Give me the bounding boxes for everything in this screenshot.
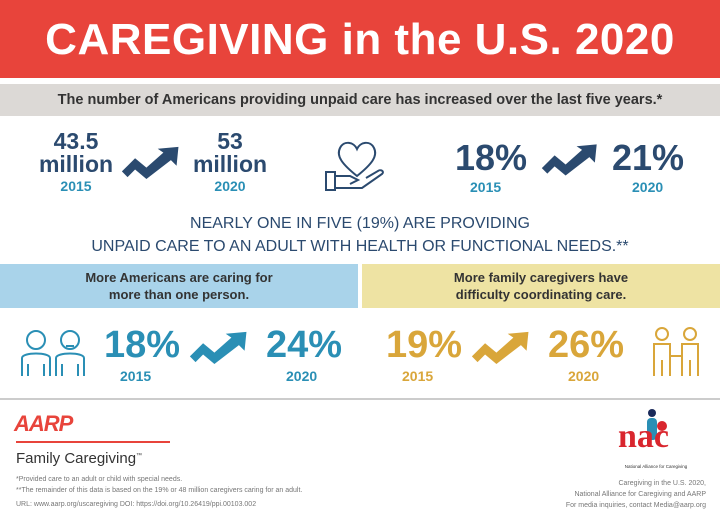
count-2015-value: 43.5 bbox=[53, 128, 99, 154]
right-to-value: 26% bbox=[548, 324, 625, 366]
nearly-line2: UNPAID CARE TO AN ADULT WITH HEALTH OR F… bbox=[91, 238, 629, 255]
right-heading-line1: More family caregivers have bbox=[453, 270, 629, 285]
count-2015: 43.5 million 2015 bbox=[36, 128, 116, 195]
right-panel-heading: More family caregivers have difficulty c… bbox=[362, 264, 720, 308]
left-to-year: 2020 bbox=[286, 368, 318, 384]
nearly-line1: NEARLY ONE IN FIVE (19%) ARE PROVIDING bbox=[190, 215, 530, 232]
citation: Caregiving in the U.S. 2020, National Al… bbox=[566, 478, 706, 511]
pct-2015-value: 18% bbox=[455, 137, 528, 178]
count-2020-year: 2020 bbox=[214, 178, 246, 194]
right-from-year: 2015 bbox=[402, 368, 434, 384]
title-banner: CAREGIVING in the U.S. 2020 bbox=[0, 0, 720, 78]
increase-arrow-icon bbox=[540, 142, 604, 176]
right-to-year: 2020 bbox=[568, 368, 600, 384]
increase-arrow-icon bbox=[470, 330, 536, 364]
subtitle-strip: The number of Americans providing unpaid… bbox=[0, 84, 720, 116]
right-from-value: 19% bbox=[386, 324, 463, 366]
pct-2020-year: 2020 bbox=[632, 179, 664, 195]
tm: ™ bbox=[136, 453, 143, 459]
nac-figures-icon bbox=[647, 409, 667, 440]
increase-arrow-icon bbox=[120, 145, 186, 179]
left-panel-heading: More Americans are caring for more than … bbox=[0, 264, 358, 308]
aarp-logo-rule bbox=[16, 441, 170, 443]
footnotes: *Provided care to an adult or child with… bbox=[16, 474, 302, 510]
left-heading-line2: more than one person. bbox=[108, 287, 250, 302]
count-2015-year: 2015 bbox=[60, 178, 92, 194]
left-from-value: 18% bbox=[104, 324, 181, 366]
left-to-value: 24% bbox=[266, 324, 343, 366]
aarp-logo: AARP bbox=[14, 411, 73, 436]
cite-3: For media inquiries, contact Media@aarp.… bbox=[565, 502, 706, 509]
pct-2020-value: 21% bbox=[612, 137, 685, 178]
increase-arrow-icon bbox=[188, 330, 254, 364]
footer-divider bbox=[0, 398, 720, 400]
aarp-family-caregiving: Family Caregiving™ bbox=[16, 447, 142, 468]
left-from-year: 2015 bbox=[120, 368, 152, 384]
two-people-icon bbox=[21, 330, 85, 376]
left-heading-line1: More Americans are caring for bbox=[85, 270, 273, 285]
footnote-2: **The remainder of this data is based on… bbox=[16, 487, 303, 494]
caregivers-holding-hands-icon bbox=[653, 327, 699, 376]
footer-url[interactable]: URL: www.aarp.org/uscaregiving DOI: http… bbox=[16, 501, 257, 508]
heart-in-hand-icon bbox=[325, 141, 384, 191]
count-2020-value: 53 bbox=[217, 128, 243, 154]
count-2015-unit: million bbox=[38, 151, 114, 177]
nac-logo: nac bbox=[618, 418, 669, 455]
cite-1: Caregiving in the U.S. 2020, bbox=[618, 480, 706, 487]
aarp-sub: Family Caregiving bbox=[16, 450, 137, 467]
right-heading-line2: difficulty coordinating care. bbox=[455, 287, 627, 302]
cite-2: National Alliance for Caregiving and AAR… bbox=[574, 491, 706, 498]
count-2020: 53 million 2020 bbox=[190, 128, 270, 195]
footnote-1: *Provided care to an adult or child with… bbox=[16, 476, 183, 483]
pct-2015-year: 2015 bbox=[470, 179, 502, 195]
nearly-one-in-five: NEARLY ONE IN FIVE (19%) ARE PROVIDING U… bbox=[0, 212, 720, 258]
nac-name: National Alliance for Caregiving bbox=[624, 464, 688, 469]
count-2020-unit: million bbox=[192, 151, 268, 177]
